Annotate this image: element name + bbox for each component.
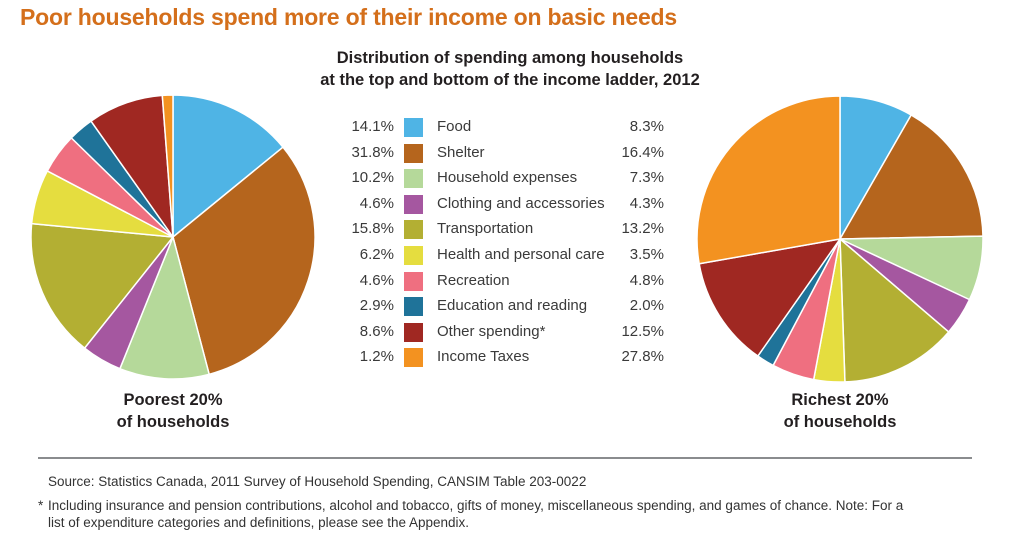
legend-value-poorest: 4.6% bbox=[359, 194, 394, 212]
pie-label-richest: Richest 20% of households bbox=[740, 389, 940, 433]
legend-swatch bbox=[404, 143, 423, 163]
legend-item: 14.1% Food 8.3% bbox=[340, 115, 670, 141]
legend-value-richest: 2.0% bbox=[629, 297, 664, 315]
legend-label: Income Taxes bbox=[437, 348, 530, 366]
pie-slice-transportation bbox=[839, 238, 950, 383]
pie-label-richest-line2: of households bbox=[783, 413, 897, 431]
legend-item: 4.6% Recreation 4.8% bbox=[340, 269, 670, 295]
legend-swatch bbox=[404, 220, 423, 240]
chart-title-line1: Distribution of spending among household… bbox=[336, 49, 684, 67]
divider bbox=[38, 457, 972, 459]
legend-value-poorest: 1.2% bbox=[359, 348, 394, 366]
legend-swatch bbox=[404, 194, 423, 214]
legend: 14.1% Food 8.3% 31.8% Shelter 16.4% 10.2% House… bbox=[340, 115, 670, 371]
legend-value-poorest: 8.6% bbox=[359, 322, 394, 340]
pie-label-richest-line1: Richest 20% bbox=[791, 391, 889, 409]
legend-item: 6.2% Health and personal care 3.5% bbox=[340, 243, 670, 269]
legend-item: 8.6% Other spending* 12.5% bbox=[340, 320, 670, 346]
legend-label: Transportation bbox=[437, 220, 534, 238]
legend-label: Shelter bbox=[437, 143, 485, 161]
legend-swatch bbox=[404, 297, 423, 317]
legend-value-poorest: 14.1% bbox=[351, 118, 394, 135]
source-note: Source: Statistics Canada, 2011 Survey o… bbox=[48, 474, 587, 489]
legend-value-poorest: 31.8% bbox=[351, 143, 394, 161]
legend-value-richest: 12.5% bbox=[621, 322, 664, 340]
legend-value-richest: 27.8% bbox=[621, 348, 664, 366]
pie-slice-other-spending bbox=[698, 238, 841, 357]
legend-value-richest: 7.3% bbox=[629, 169, 664, 187]
legend-value-poorest: 4.6% bbox=[359, 271, 394, 289]
pie-slice-shelter bbox=[172, 146, 316, 376]
legend-item: 4.6% Clothing and accessories 4.3% bbox=[340, 192, 670, 218]
pie-slice-shelter bbox=[839, 114, 984, 240]
legend-label: Clothing and accessories bbox=[437, 194, 605, 212]
pie-label-poorest-line1: Poorest 20% bbox=[123, 391, 223, 409]
legend-value-richest: 3.5% bbox=[629, 245, 664, 263]
legend-swatch bbox=[404, 169, 423, 189]
legend-item: 15.8% Transportation 13.2% bbox=[340, 217, 670, 243]
footnote: * Including insurance and pension contri… bbox=[38, 497, 918, 531]
legend-label: Other spending* bbox=[437, 322, 546, 340]
footnote-marker: * bbox=[38, 498, 44, 513]
legend-value-richest: 4.8% bbox=[629, 271, 664, 289]
pie-label-poorest: Poorest 20% of households bbox=[73, 389, 273, 433]
legend-item: 31.8% Shelter 16.4% bbox=[340, 141, 670, 167]
legend-swatch bbox=[404, 348, 423, 368]
legend-swatch bbox=[404, 245, 423, 265]
pie-chart-richest bbox=[696, 95, 984, 383]
legend-item: 1.2% Income Taxes 27.8% bbox=[340, 345, 670, 371]
legend-label: Food bbox=[437, 118, 472, 135]
legend-label: Health and personal care bbox=[437, 245, 605, 263]
legend-swatch bbox=[404, 322, 423, 342]
legend-value-richest: 16.4% bbox=[621, 143, 664, 161]
legend-label: Household expenses bbox=[437, 169, 578, 187]
pie-slice-transportation bbox=[30, 222, 174, 349]
pie-chart-poorest bbox=[30, 94, 316, 380]
legend-value-richest: 4.3% bbox=[629, 194, 664, 212]
legend-value-poorest: 10.2% bbox=[351, 169, 394, 187]
pie-slice-income-taxes bbox=[161, 94, 174, 238]
legend-value-richest: 13.2% bbox=[621, 220, 664, 238]
legend-value-poorest: 2.9% bbox=[359, 297, 394, 315]
footnote-text: Including insurance and pension contribu… bbox=[48, 498, 904, 530]
pie-slice-household-expenses bbox=[119, 236, 210, 380]
legend-value-poorest: 6.2% bbox=[359, 245, 394, 263]
legend-label: Education and reading bbox=[437, 297, 588, 315]
legend-value-poorest: 15.8% bbox=[351, 220, 394, 238]
chart-title: Distribution of spending among household… bbox=[290, 47, 730, 91]
pie-label-poorest-line2: of households bbox=[116, 413, 230, 431]
legend-value-richest: 8.3% bbox=[629, 118, 664, 135]
legend-item: 2.9% Education and reading 2.0% bbox=[340, 294, 670, 320]
pie-slice-food bbox=[172, 94, 284, 238]
chart-title-line2: at the top and bottom of the income ladd… bbox=[320, 71, 700, 89]
pie-slice-income-taxes bbox=[696, 95, 841, 265]
page-title: Poor households spend more of their inco… bbox=[20, 4, 677, 30]
legend-swatch bbox=[404, 271, 423, 291]
legend-item: 10.2% Household expenses 7.3% bbox=[340, 166, 670, 192]
legend-swatch bbox=[404, 118, 423, 137]
legend-label: Recreation bbox=[437, 271, 510, 289]
